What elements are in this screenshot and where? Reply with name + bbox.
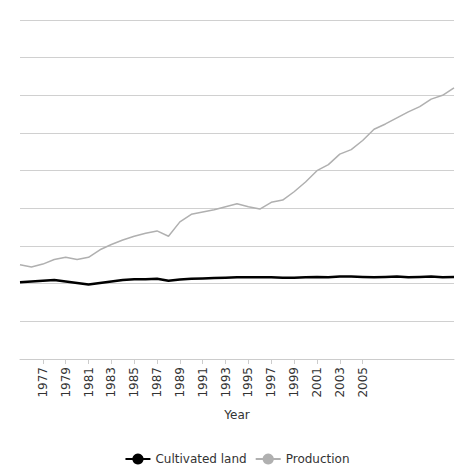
svg-text:1981: 1981: [82, 367, 96, 398]
svg-text:1993: 1993: [219, 367, 233, 398]
svg-text:1983: 1983: [104, 367, 118, 398]
svg-text:1997: 1997: [264, 367, 278, 398]
svg-text:1989: 1989: [173, 367, 187, 398]
svg-text:2001: 2001: [310, 367, 324, 398]
svg-text:1979: 1979: [59, 367, 73, 398]
svg-text:Year: Year: [223, 408, 249, 422]
svg-text:Production: Production: [286, 452, 350, 466]
svg-text:1987: 1987: [150, 367, 164, 398]
svg-text:1977: 1977: [36, 367, 50, 398]
svg-text:Cultivated land: Cultivated land: [155, 452, 246, 466]
svg-text:1995: 1995: [241, 367, 255, 398]
svg-text:2005: 2005: [356, 367, 370, 398]
svg-text:1985: 1985: [127, 367, 141, 398]
svg-text:1991: 1991: [196, 367, 210, 398]
svg-text:2003: 2003: [333, 367, 347, 398]
svg-text:1999: 1999: [287, 367, 301, 398]
